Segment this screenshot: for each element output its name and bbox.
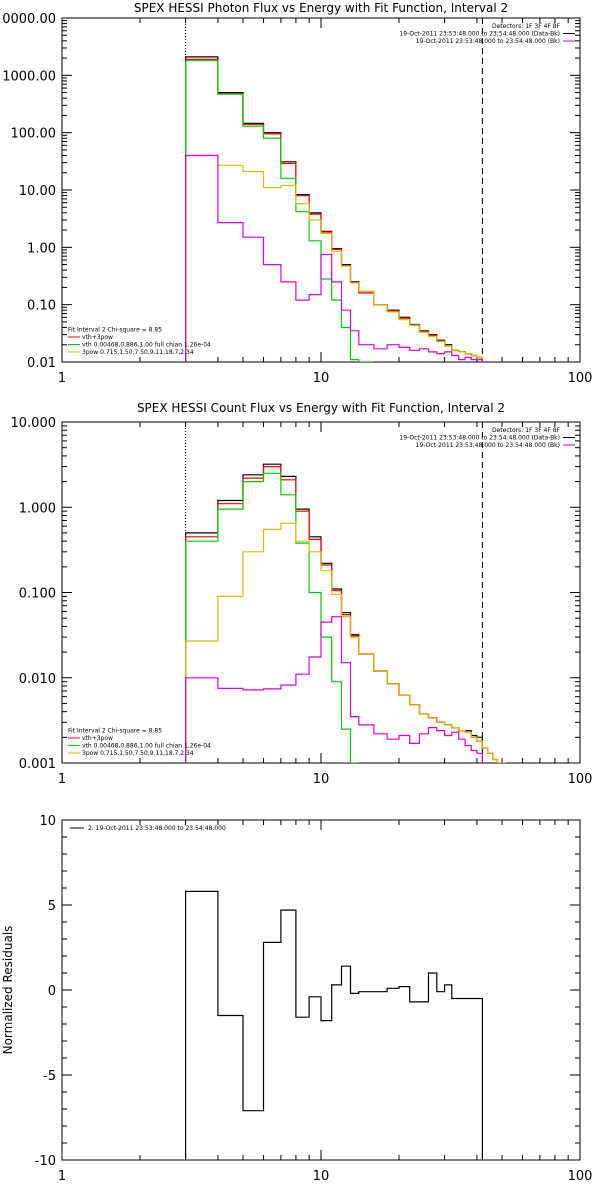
legend-entry: Fit Interval 2 Chi-square = 8.85 bbox=[68, 728, 162, 735]
y-tick-label: 1.00 bbox=[27, 241, 56, 256]
legend-entry: vth 0.00468,0.886,1.00 full chian 1.26e-… bbox=[82, 342, 211, 349]
x-tick-label: 10 bbox=[313, 1169, 330, 1184]
x-tick-label: 1 bbox=[58, 772, 66, 787]
y-tick-label: 10.00 bbox=[19, 184, 56, 199]
y-tick-label: 0.010 bbox=[19, 672, 56, 687]
plot-frame bbox=[61, 819, 581, 1161]
plot-frame bbox=[61, 17, 581, 363]
y-tick-label: 0.001 bbox=[19, 757, 56, 772]
y-tick-label: 10.000 bbox=[11, 416, 57, 431]
series-group bbox=[185, 890, 483, 1160]
series-line-4 bbox=[185, 154, 483, 362]
legend-entry: Fit Interval 2 Chi-square = 8.85 bbox=[68, 327, 162, 334]
y-tick-label: 5 bbox=[48, 899, 56, 914]
y-tick-label: 0.01 bbox=[27, 356, 56, 371]
legend-entry: Detectors: 1F 3F 4F 8F bbox=[492, 427, 561, 434]
series-line-0 bbox=[185, 56, 483, 362]
x-tick-label: 10 bbox=[313, 371, 330, 386]
y-tick-label: 1.000 bbox=[19, 501, 56, 516]
series-line-3 bbox=[185, 522, 507, 763]
y-tick-label: 0000.00 bbox=[2, 12, 56, 27]
y-axis-label: Normalized Residuals bbox=[1, 926, 15, 1055]
x-tick-label: 100 bbox=[568, 1169, 593, 1184]
legend-entry: 3pow 0.715,1.50,7.50,9.11,18.7,2.34 bbox=[82, 750, 194, 757]
series-line-0 bbox=[185, 890, 483, 1160]
series-line-2 bbox=[185, 60, 374, 362]
legend-entry: 19-Oct-2011 23:53:48.000 to 23:54:48.000… bbox=[399, 435, 560, 442]
legend-entry: 2. 19-Oct-2011 23:53:48.000 to 23:54:48.… bbox=[88, 825, 226, 832]
series-line-3 bbox=[185, 154, 483, 362]
series-line-1 bbox=[185, 466, 507, 763]
y-tick-label: 0 bbox=[48, 984, 56, 999]
legend-entry: vth 0.00468,0.886,1.00 full chian 1.26e-… bbox=[82, 743, 211, 750]
legend-entry: Detectors: 1F 3F 4F 8F bbox=[492, 23, 561, 30]
photon-flux-panel: SPEX HESSI Photon Flux vs Energy with Fi… bbox=[2, 1, 592, 386]
x-tick-label: 10 bbox=[313, 772, 330, 787]
x-tick-label: 100 bbox=[568, 371, 593, 386]
x-tick-label: 1 bbox=[58, 1169, 66, 1184]
count-flux-panel: SPEX HESSI Count Flux vs Energy with Fit… bbox=[11, 401, 593, 787]
series-group bbox=[185, 56, 483, 362]
y-tick-label: -10 bbox=[35, 1154, 56, 1169]
x-tick-label: 1 bbox=[58, 371, 66, 386]
series-group bbox=[185, 463, 507, 763]
y-tick-label: 0.100 bbox=[19, 587, 56, 602]
residuals-panel: Normalized Residuals 1 10 100 -10 -5 0 5 10 2. 19… bbox=[1, 814, 592, 1184]
legend-entry: 19-Oct-2011 23:53:48.000 to 23:54:48.000… bbox=[416, 38, 560, 45]
y-tick-label: 10 bbox=[39, 814, 56, 829]
series-line-4 bbox=[185, 616, 483, 763]
chart-title: SPEX HESSI Count Flux vs Energy with Fit… bbox=[137, 401, 505, 415]
legend-entry: 19-Oct-2011 23:53:48.000 to 23:54:48.000… bbox=[399, 31, 560, 38]
legend-entry: 3pow 0.715,1.50,7.50,9.11,18.7,2.34 bbox=[82, 349, 194, 356]
series-line-1 bbox=[185, 58, 483, 362]
legend-entry: vth+3pow bbox=[82, 735, 113, 742]
series-line-2 bbox=[185, 472, 359, 763]
y-tick-label: 100.00 bbox=[11, 127, 57, 142]
legend-entry: vth+3pow bbox=[82, 334, 113, 341]
x-tick-label: 100 bbox=[568, 772, 593, 787]
legend-entry: 19-Oct-2011 23:53:48.000 to 23:54:48.000… bbox=[416, 442, 560, 449]
chart-title: SPEX HESSI Photon Flux vs Energy with Fi… bbox=[134, 1, 508, 15]
y-tick-label: -5 bbox=[43, 1069, 56, 1084]
y-tick-label: 0.10 bbox=[27, 299, 56, 314]
y-tick-label: 1000.00 bbox=[2, 69, 56, 84]
